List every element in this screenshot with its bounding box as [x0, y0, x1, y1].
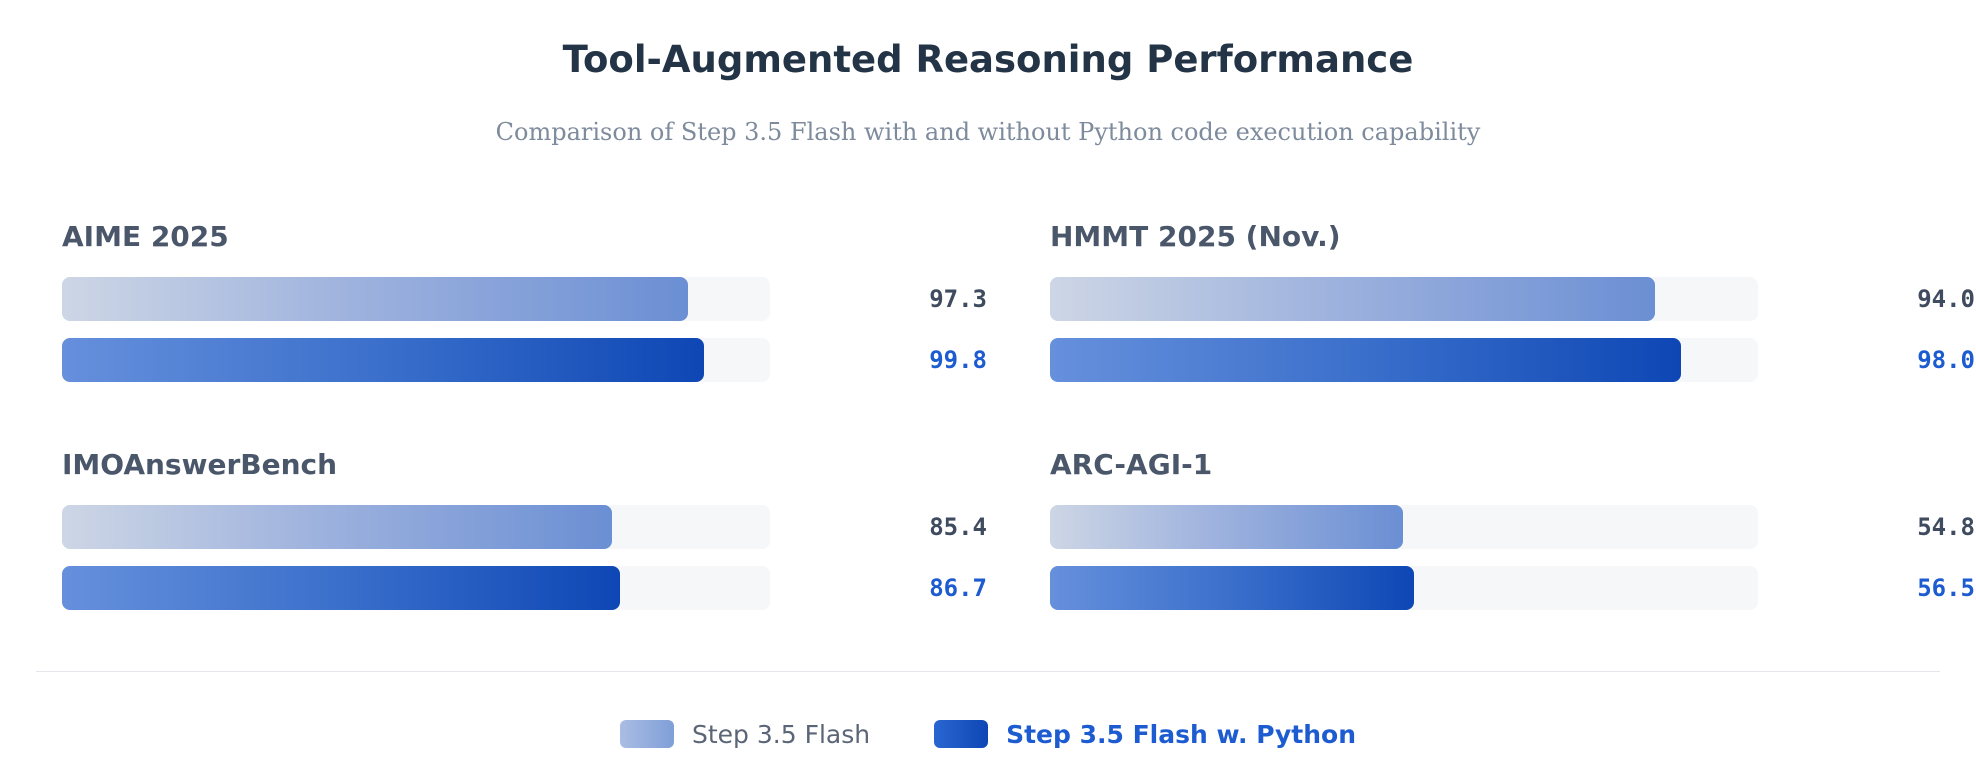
legend-divider	[36, 671, 1940, 672]
bar-track	[62, 505, 770, 549]
legend-item-step-flash-python: Step 3.5 Flash w. Python	[934, 720, 1356, 749]
benchmark-title: IMOAnswerBench	[62, 448, 338, 481]
bar-track	[62, 566, 770, 610]
value-label-step-flash: 54.8	[1917, 513, 1975, 541]
value-label-step-flash-python: 56.5	[1917, 574, 1975, 602]
legend: Step 3.5 Flash Step 3.5 Flash w. Python	[0, 712, 1976, 756]
bar-step-flash-python	[1050, 338, 1681, 382]
benchmark-panel-imoanswerbench: IMOAnswerBench 85.4 86.7	[62, 448, 987, 648]
value-label-step-flash-python: 86.7	[929, 574, 987, 602]
benchmark-title: HMMT 2025 (Nov.)	[1050, 220, 1341, 253]
legend-swatch-step-flash	[620, 720, 674, 748]
benchmark-panel-arc-agi-1: ARC-AGI-1 54.8 56.5	[1050, 448, 1975, 648]
benchmark-panel-hmmt-2025: HMMT 2025 (Nov.) 94.0 98.0	[1050, 220, 1975, 420]
legend-label-step-flash: Step 3.5 Flash	[692, 719, 871, 749]
legend-item-step-flash: Step 3.5 Flash	[620, 720, 870, 749]
bar-step-flash-python	[62, 338, 704, 382]
bar-track	[62, 277, 770, 321]
bar-track	[1050, 566, 1758, 610]
value-label-step-flash-python: 98.0	[1917, 346, 1975, 374]
value-label-step-flash: 94.0	[1917, 285, 1975, 313]
bar-track	[62, 338, 770, 382]
benchmark-panel-aime-2025: AIME 2025 97.3 99.8	[62, 220, 987, 420]
bar-step-flash	[1050, 505, 1403, 549]
bar-step-flash	[62, 277, 688, 321]
legend-label-step-flash-python: Step 3.5 Flash w. Python	[1006, 719, 1356, 749]
value-label-step-flash-python: 99.8	[929, 346, 987, 374]
bar-step-flash	[1050, 277, 1655, 321]
bar-step-flash-python	[1050, 566, 1414, 610]
bar-track	[1050, 338, 1758, 382]
bar-track	[1050, 277, 1758, 321]
chart-title: Tool-Augmented Reasoning Performance	[562, 38, 1414, 81]
benchmark-title: AIME 2025	[62, 220, 229, 253]
value-label-step-flash: 97.3	[929, 285, 987, 313]
value-label-step-flash: 85.4	[929, 513, 987, 541]
bar-step-flash	[62, 505, 612, 549]
bar-track	[1050, 505, 1758, 549]
legend-swatch-step-flash-python	[934, 720, 989, 748]
bar-step-flash-python	[62, 566, 620, 610]
chart-subtitle: Comparison of Step 3.5 Flash with and wi…	[495, 118, 1481, 146]
benchmark-title: ARC-AGI-1	[1050, 448, 1213, 481]
